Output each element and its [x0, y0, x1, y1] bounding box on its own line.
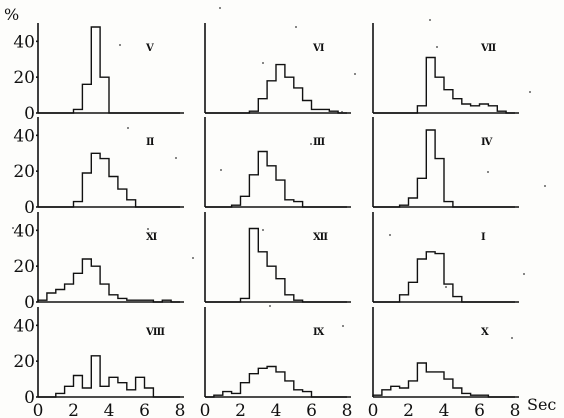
histogram-series — [38, 152, 180, 208]
histogram-series — [373, 56, 515, 114]
scan-speckle — [445, 286, 447, 288]
y-tick-label: 20 — [13, 257, 35, 277]
scan-speckle — [523, 273, 525, 275]
x-tick-label: 6 — [474, 401, 485, 418]
panel-label: Ⅸ — [313, 327, 325, 338]
x-tick-label: 4 — [104, 401, 115, 418]
scan-speckle — [310, 143, 312, 145]
y-tick-label: 0 — [24, 104, 35, 124]
scan-speckle — [436, 46, 438, 48]
panel-label: Ⅷ — [145, 327, 165, 338]
scan-speckle — [119, 44, 121, 46]
scan-speckle — [544, 185, 546, 187]
panel-label: Ⅵ — [312, 43, 325, 54]
y-tick-label: 20 — [13, 68, 35, 88]
scan-speckle — [192, 257, 194, 259]
histogram-series — [372, 362, 515, 398]
x-tick-label: 2 — [68, 401, 79, 418]
scan-speckle — [269, 305, 271, 307]
scan-speckle — [220, 169, 222, 171]
scan-speckle — [147, 228, 149, 230]
histogram-series — [37, 258, 180, 303]
x-tick-label: 6 — [306, 401, 317, 418]
scan-speckle — [429, 19, 431, 21]
panel-label: Ⅶ — [480, 43, 496, 54]
scan-speckle — [219, 7, 221, 9]
histogram-series — [205, 365, 347, 398]
scan-speckle — [341, 111, 343, 113]
scan-speckle — [487, 171, 489, 173]
panel-label: Ⅲ — [313, 137, 325, 148]
x-tick-label: 0 — [368, 401, 379, 418]
scan-speckle-layer — [12, 7, 546, 339]
y-tick-label: 40 — [13, 221, 35, 241]
histogram-layer — [37, 26, 515, 398]
scan-speckle — [175, 157, 177, 159]
x-tick-label: 6 — [139, 401, 150, 418]
scan-speckle — [12, 227, 14, 229]
histogram-series — [373, 129, 515, 208]
panel-label: Ⅰ — [481, 232, 486, 243]
histogram-series — [373, 251, 515, 303]
panel-label: Ⅺ — [146, 232, 157, 243]
scan-speckle — [529, 91, 531, 93]
x-tick-label: 2 — [235, 401, 246, 418]
histogram-series — [38, 26, 180, 114]
x-unit-label: Sec — [527, 395, 556, 414]
y-tick-label: 20 — [13, 352, 35, 372]
x-tick-label: 4 — [271, 401, 282, 418]
panel-label: Ⅱ — [146, 137, 154, 148]
histogram-series — [38, 355, 180, 398]
y-tick-label: 0 — [24, 198, 35, 218]
panel-label: Ⅳ — [481, 137, 493, 148]
x-tick-label: 2 — [403, 401, 414, 418]
x-tick-label: 0 — [200, 401, 211, 418]
scan-speckle — [127, 127, 129, 129]
y-tick-label: 40 — [13, 32, 35, 52]
scan-speckle — [262, 62, 264, 64]
histogram-series — [205, 150, 347, 208]
scan-speckle — [342, 325, 344, 327]
y-tick-label: 0 — [24, 388, 35, 408]
x-tick-label: 0 — [33, 401, 44, 418]
y-tick-label: 40 — [13, 126, 35, 146]
y-tick-label: 0 — [24, 293, 35, 313]
y-tick-label: 20 — [13, 162, 35, 182]
x-tick-label: 8 — [342, 401, 353, 418]
scan-speckle — [389, 234, 391, 236]
panel-label: Ⅹ — [481, 327, 489, 338]
x-tick-label: 8 — [510, 401, 521, 418]
scan-speckle — [354, 73, 356, 75]
histogram-series — [205, 63, 347, 114]
scan-speckle — [262, 229, 264, 231]
scan-speckle — [511, 337, 513, 339]
panel-label: Ⅴ — [145, 43, 154, 54]
panel-label: Ⅻ — [313, 232, 328, 243]
histogram-series — [205, 227, 347, 303]
scan-speckle — [295, 26, 297, 28]
x-tick-label: 4 — [439, 401, 450, 418]
y-unit-label: % — [4, 5, 19, 24]
y-tick-label: 40 — [13, 316, 35, 336]
x-tick-label: 8 — [175, 401, 186, 418]
